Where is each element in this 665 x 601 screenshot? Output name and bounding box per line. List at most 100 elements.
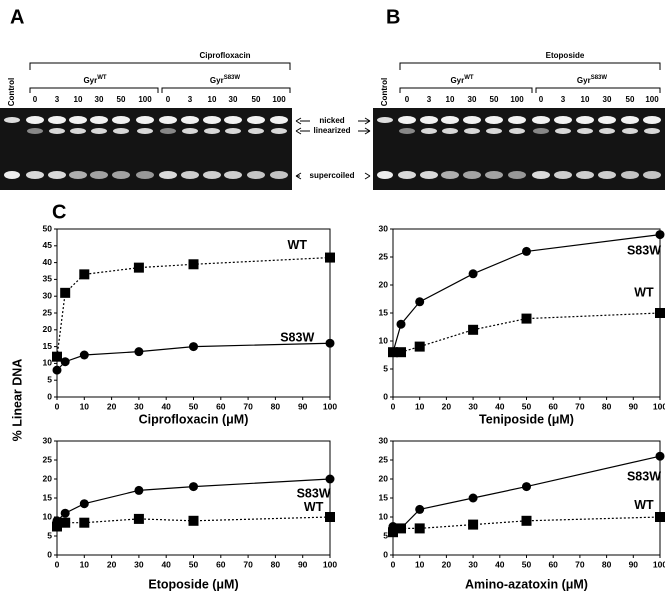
marker xyxy=(468,493,478,503)
drug-label: Etoposide xyxy=(546,51,585,60)
band xyxy=(463,116,481,124)
arrow xyxy=(358,117,371,125)
y-tick-label: 30 xyxy=(379,223,389,233)
band xyxy=(441,171,459,179)
y-axis-label: % Linear DNA xyxy=(10,359,24,442)
x-tick-label: 50 xyxy=(522,559,532,569)
marker xyxy=(655,451,665,461)
y-tick-label: 0 xyxy=(47,391,52,401)
marker xyxy=(60,287,71,298)
x-tick-label: 50 xyxy=(522,401,532,411)
marker xyxy=(188,515,199,526)
y-tick-label: 25 xyxy=(43,307,53,317)
band xyxy=(224,171,242,179)
x-tick-label: 10 xyxy=(415,559,425,569)
marker xyxy=(134,485,144,495)
x-tick-label: 30 xyxy=(134,401,144,411)
series-label: S83W xyxy=(297,486,331,500)
y-tick-label: 30 xyxy=(43,435,53,445)
x-tick-label: 90 xyxy=(629,401,639,411)
x-tick-label: 60 xyxy=(216,401,226,411)
marker xyxy=(60,517,71,528)
bracket xyxy=(29,87,159,93)
marker xyxy=(79,269,90,280)
band xyxy=(420,171,438,179)
x-tick-label: 70 xyxy=(575,401,585,411)
x-tick-label: 50 xyxy=(189,401,199,411)
band xyxy=(377,171,393,179)
marker xyxy=(522,246,531,256)
group-base: Gyr xyxy=(83,76,97,85)
lane-label: 50 xyxy=(117,95,126,104)
band xyxy=(532,116,550,124)
lane-label: 10 xyxy=(208,95,217,104)
plot-frame xyxy=(392,440,661,556)
bracket xyxy=(399,62,661,70)
arrow xyxy=(295,172,302,180)
band xyxy=(112,171,130,179)
lane-label: 100 xyxy=(510,95,524,104)
y-tick-label: 0 xyxy=(383,549,388,559)
lane-label: 100 xyxy=(272,95,286,104)
band-label: nicked xyxy=(319,116,344,125)
band xyxy=(26,171,44,179)
band xyxy=(577,128,593,134)
marker xyxy=(52,521,62,532)
band xyxy=(532,171,550,179)
group-base: Gyr xyxy=(450,76,464,85)
marker xyxy=(396,319,406,329)
marker xyxy=(655,308,665,318)
band xyxy=(398,171,416,179)
control-label: Control xyxy=(7,78,16,106)
band xyxy=(621,171,639,179)
y-tick-label: 5 xyxy=(383,530,388,540)
y-tick-label: 30 xyxy=(43,290,53,300)
band xyxy=(643,116,661,124)
group-sup: S83W xyxy=(591,75,608,81)
group-label: GyrWT xyxy=(450,75,473,86)
band xyxy=(181,116,199,124)
band xyxy=(181,171,199,179)
marker xyxy=(134,347,144,357)
band xyxy=(91,128,107,134)
series-line xyxy=(393,312,661,353)
y-tick-label: 25 xyxy=(43,454,53,464)
lane-label: 50 xyxy=(626,95,635,104)
band xyxy=(4,171,20,179)
y-tick-label: 35 xyxy=(43,274,53,284)
bracket xyxy=(399,87,533,93)
series-label: S83W xyxy=(280,330,314,344)
band xyxy=(137,128,153,134)
band xyxy=(576,171,594,179)
x-tick-label: 0 xyxy=(55,401,60,411)
band xyxy=(270,171,288,179)
band xyxy=(26,116,44,124)
x-tick-label: 30 xyxy=(468,401,478,411)
y-tick-label: 25 xyxy=(379,454,389,464)
band xyxy=(508,171,526,179)
lane-label: 50 xyxy=(490,95,499,104)
lane-label: 3 xyxy=(55,95,60,104)
y-tick-label: 0 xyxy=(47,549,52,559)
x-tick-label: 20 xyxy=(107,401,117,411)
x-axis-label: Etoposide (μM) xyxy=(148,577,238,591)
group-base: Gyr xyxy=(577,76,591,85)
marker xyxy=(414,523,425,534)
y-tick-label: 15 xyxy=(43,492,53,502)
band xyxy=(533,128,549,134)
marker xyxy=(189,342,198,352)
x-tick-label: 30 xyxy=(468,559,478,569)
marker xyxy=(396,347,407,358)
control-label: Control xyxy=(380,78,389,106)
series-line xyxy=(392,516,661,533)
series-line xyxy=(56,256,331,357)
y-tick-label: 5 xyxy=(47,530,52,540)
x-tick-label: 40 xyxy=(161,401,171,411)
band xyxy=(112,116,130,124)
band xyxy=(576,116,594,124)
x-tick-label: 70 xyxy=(575,559,585,569)
y-tick-label: 0 xyxy=(383,391,388,401)
series-label: WT xyxy=(288,238,308,252)
group-label: GyrWT xyxy=(83,75,106,86)
marker xyxy=(52,365,62,375)
